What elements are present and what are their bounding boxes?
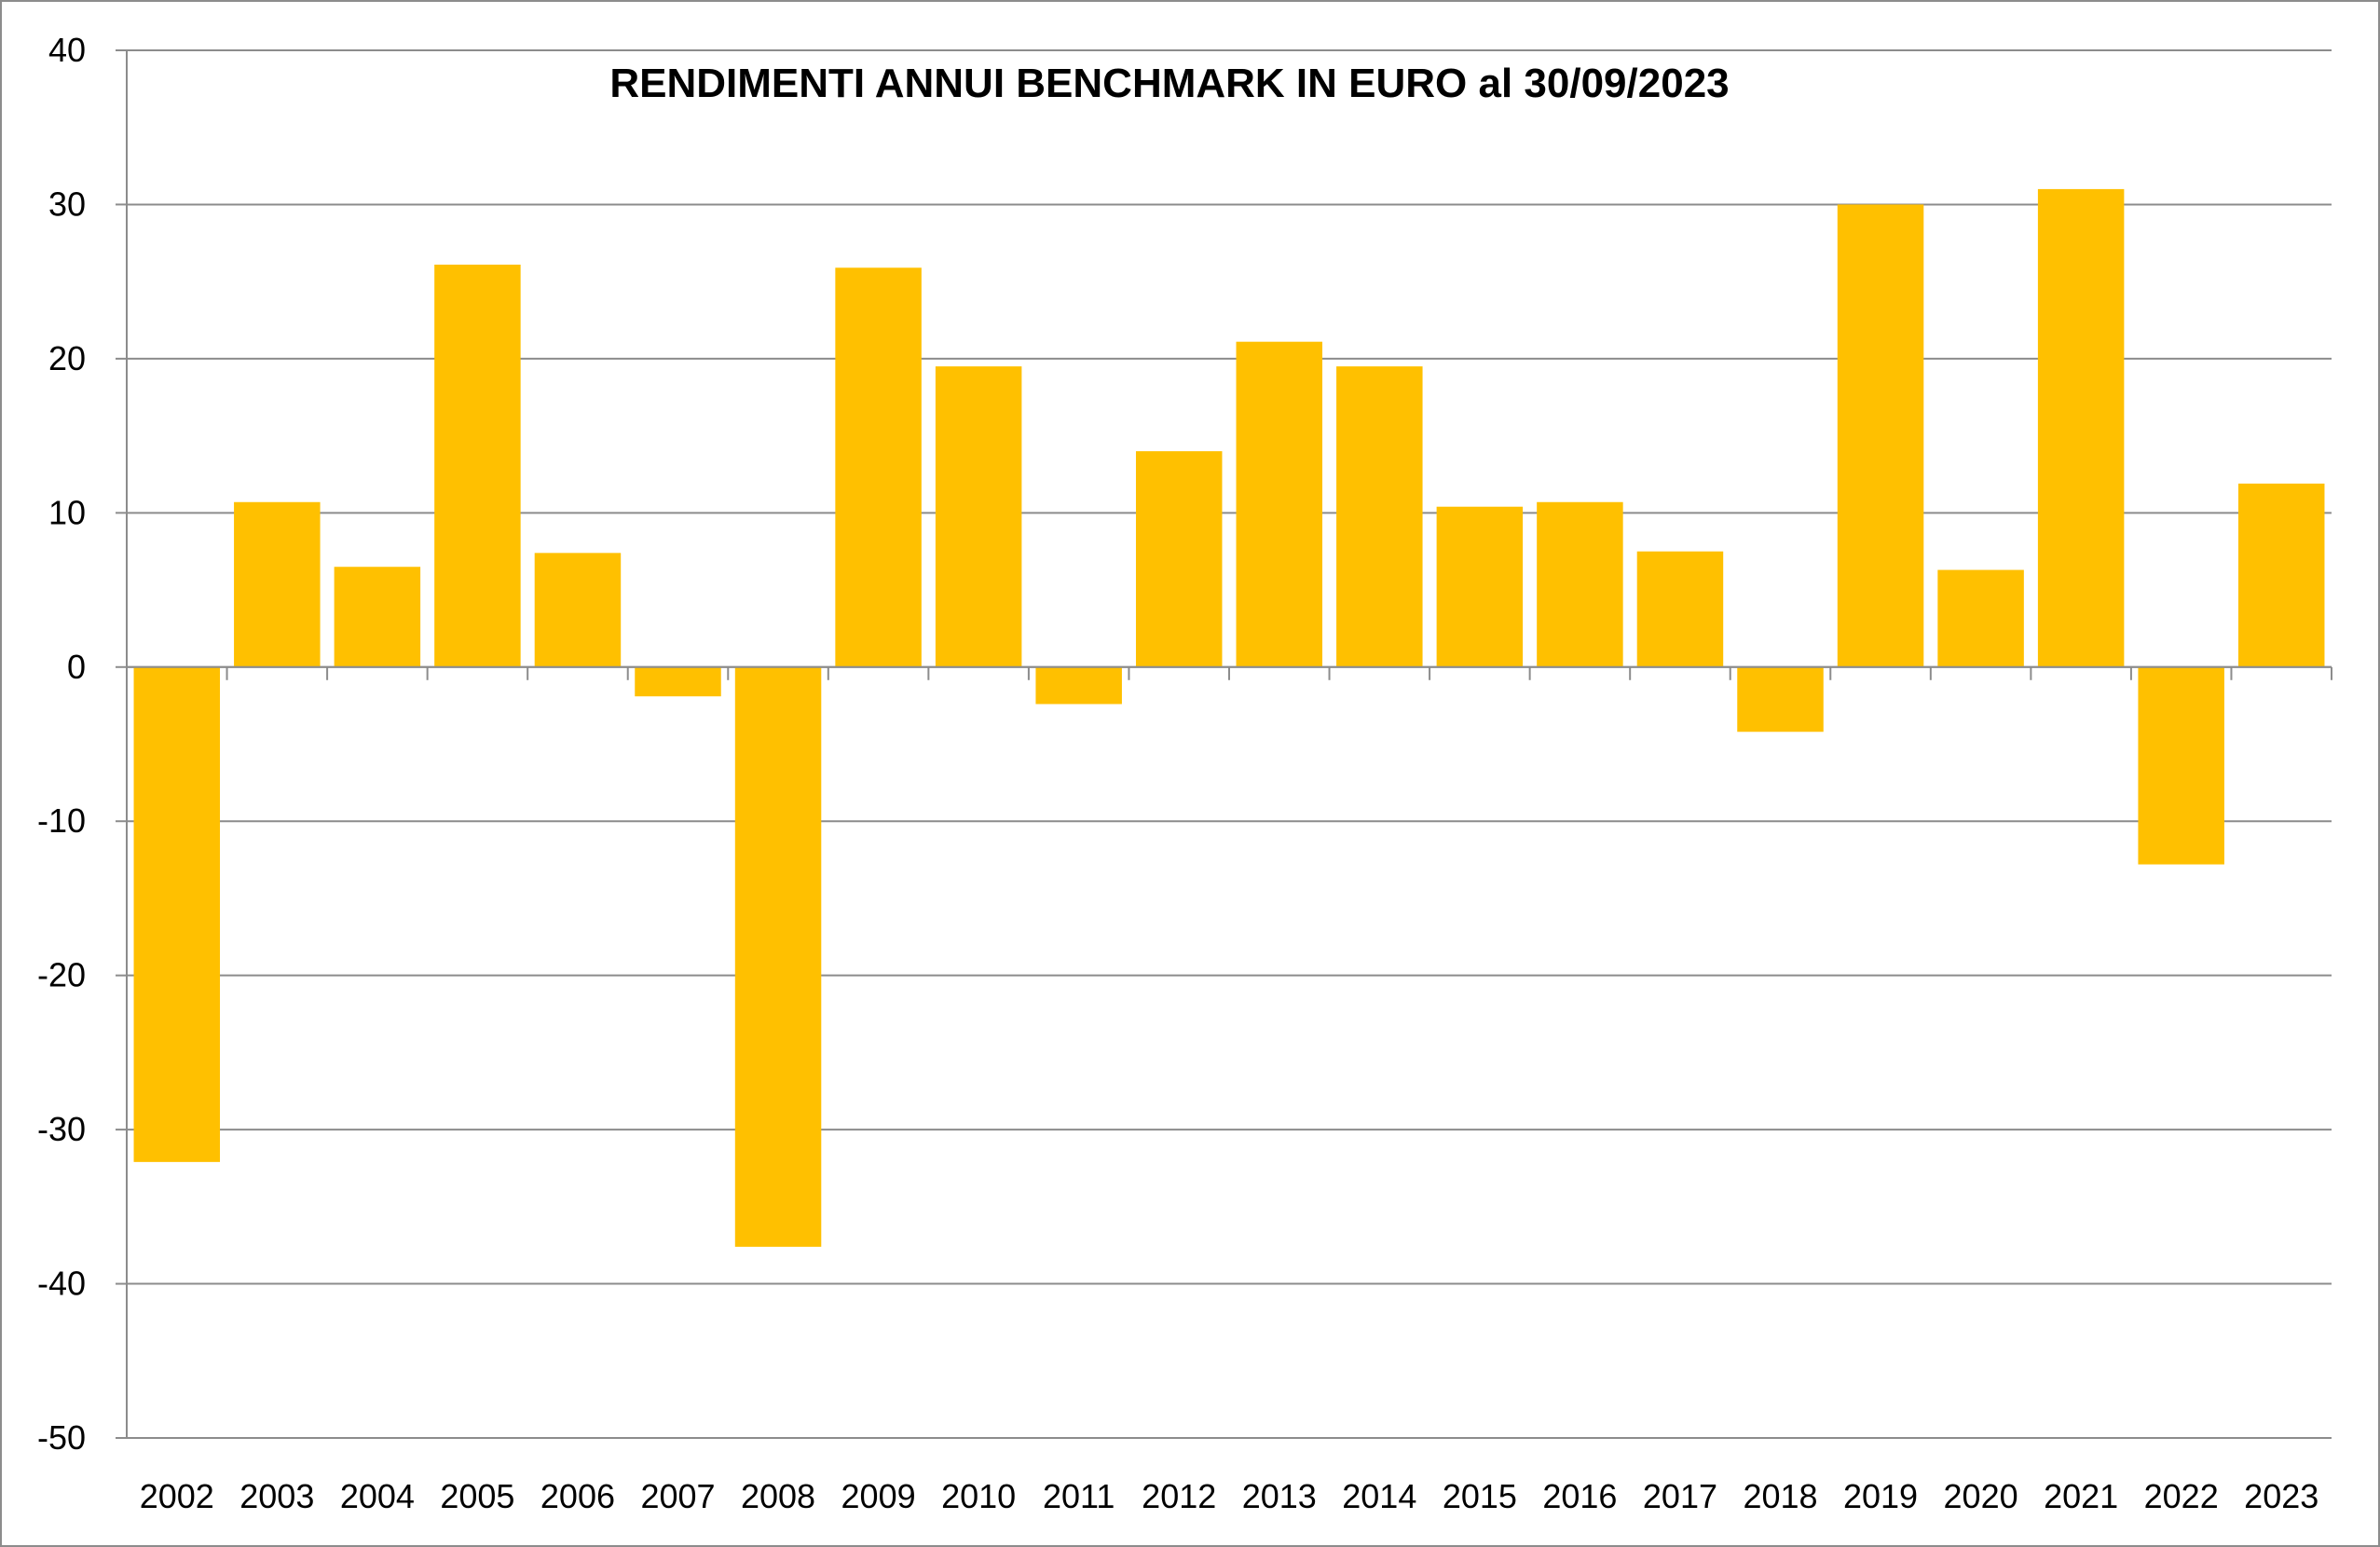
bar-2004 bbox=[334, 567, 421, 667]
bar-2018 bbox=[1737, 666, 1824, 732]
axes bbox=[116, 49, 2332, 1439]
x-tick-labels: 2002 2003 2004 2005 2006 2007 2008 2009 2010 2011… bbox=[140, 1477, 2319, 1515]
bar-2006 bbox=[534, 553, 622, 667]
bar-2014 bbox=[1336, 366, 1423, 667]
x-tick-label: 2002 bbox=[140, 1477, 214, 1515]
x-tick-label: 2014 bbox=[1342, 1477, 1416, 1515]
bar-2009 bbox=[835, 267, 922, 667]
bar-2022 bbox=[2138, 666, 2224, 865]
x-tick-label: 2011 bbox=[1043, 1477, 1115, 1515]
x-tick-label: 2021 bbox=[2044, 1477, 2118, 1515]
bar-2003 bbox=[234, 501, 321, 667]
bar-2023 bbox=[2237, 483, 2325, 667]
x-tick-label: 2010 bbox=[941, 1477, 1016, 1515]
bar-2005 bbox=[434, 264, 521, 667]
bar-2012 bbox=[1135, 451, 1223, 667]
gridlines bbox=[127, 49, 2332, 1439]
x-tick-label: 2006 bbox=[540, 1477, 615, 1515]
y-tick-label: -30 bbox=[37, 1110, 86, 1148]
y-tick-label: -20 bbox=[37, 956, 86, 994]
bar-2015 bbox=[1436, 506, 1524, 667]
bar-2019 bbox=[1837, 204, 1924, 667]
x-tick-label: 2003 bbox=[239, 1477, 314, 1515]
y-tick-label: -50 bbox=[37, 1418, 86, 1457]
chart-title: RENDIMENTI ANNUI BENCHMARK IN EURO al 30… bbox=[609, 61, 1729, 106]
x-tick-label: 2017 bbox=[1643, 1477, 1717, 1515]
bar-2021 bbox=[2037, 188, 2125, 667]
y-tick-label: 20 bbox=[48, 339, 86, 377]
bar-2011 bbox=[1035, 666, 1122, 705]
y-tick-label: 0 bbox=[67, 648, 86, 686]
x-tick-label: 2005 bbox=[440, 1477, 514, 1515]
y-tick-labels: 40 30 20 10 0 -10 -20 -30 -40 -50 bbox=[37, 31, 86, 1457]
x-tick-label: 2009 bbox=[841, 1477, 916, 1515]
bar-2016 bbox=[1537, 501, 1623, 667]
x-tick-label: 2008 bbox=[741, 1477, 815, 1515]
x-tick-label: 2007 bbox=[640, 1477, 715, 1515]
bar-2013 bbox=[1236, 341, 1323, 667]
x-tick-label: 2015 bbox=[1443, 1477, 1517, 1515]
y-tick-label: -40 bbox=[37, 1265, 86, 1303]
bar-2008 bbox=[734, 666, 822, 1247]
x-tick-label: 2022 bbox=[2144, 1477, 2219, 1515]
bar-2010 bbox=[935, 366, 1022, 667]
x-tick-label: 2019 bbox=[1843, 1477, 1918, 1515]
x-tick-label: 2016 bbox=[1542, 1477, 1617, 1515]
x-tick-label: 2013 bbox=[1242, 1477, 1317, 1515]
bar-2002 bbox=[133, 666, 221, 1162]
x-tick-label: 2012 bbox=[1142, 1477, 1216, 1515]
bar-2007 bbox=[635, 666, 721, 697]
y-tick-label: -10 bbox=[37, 801, 86, 840]
x-tick-label: 2020 bbox=[1944, 1477, 2018, 1515]
y-tick-label: 30 bbox=[48, 185, 86, 223]
x-tick-label: 2004 bbox=[340, 1477, 415, 1515]
bar-2017 bbox=[1636, 551, 1724, 667]
x-tick-label: 2018 bbox=[1743, 1477, 1817, 1515]
bars bbox=[133, 188, 2325, 1247]
y-tick-label: 40 bbox=[48, 31, 86, 69]
x-tick-label: 2023 bbox=[2244, 1477, 2318, 1515]
y-tick-label: 10 bbox=[48, 493, 86, 531]
bar-2020 bbox=[1937, 569, 2024, 667]
